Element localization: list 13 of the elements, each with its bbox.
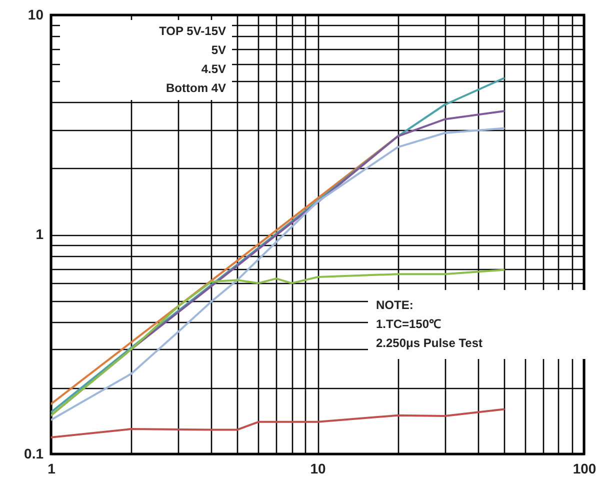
annotation: 2.250μs Pulse Test [376,335,484,352]
x-tick-label: 10 [310,460,326,476]
annotation: 5V [210,42,226,59]
annotation: 4.5V [200,61,226,78]
annotation: 1.TC=150℃ [376,316,442,333]
x-tick-label: 1 [48,460,56,476]
annotation: Bottom 4V [165,80,226,97]
x-tick-label: 100 [572,460,596,476]
annotation: NOTE: [376,297,414,314]
annotation: TOP 5V-15V [158,23,226,40]
y-tick-label: 10 [28,6,44,22]
y-tick-label: 0.1 [24,446,44,462]
y-tick-label: 1 [36,226,44,242]
